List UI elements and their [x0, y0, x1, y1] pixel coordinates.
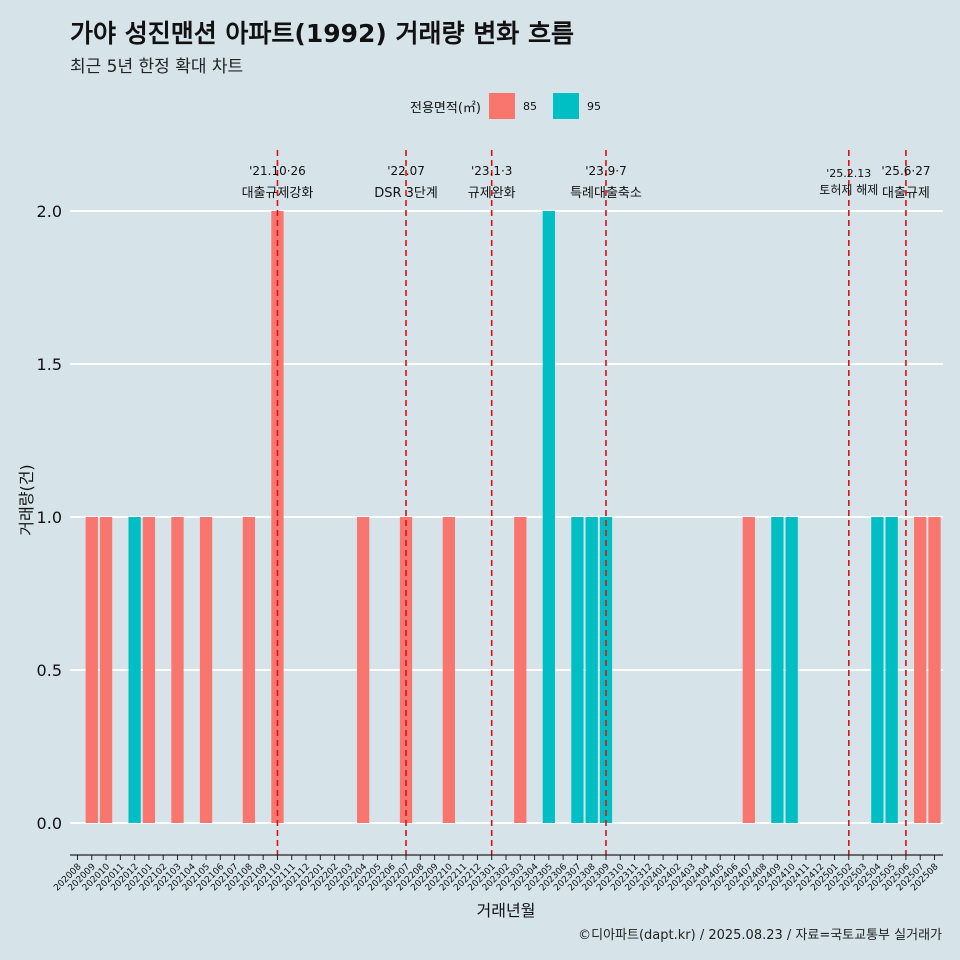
bar — [271, 211, 284, 823]
bar — [742, 517, 755, 823]
bar — [514, 517, 527, 823]
y-tick-label: 0.5 — [37, 661, 62, 680]
bar — [171, 517, 184, 823]
event-name-label: 토허제 해제 — [819, 183, 878, 197]
y-tick-label: 2.0 — [37, 202, 62, 221]
event-date-label: '23.1·3 — [471, 164, 512, 178]
chart-subtitle: 최근 5년 한정 확대 차트 — [70, 57, 244, 77]
event-date-label: '23.9·7 — [585, 164, 626, 178]
bar — [357, 517, 370, 823]
event-date-label: '21.10·26 — [249, 164, 306, 178]
y-tick-label: 1.5 — [37, 355, 62, 374]
bar — [928, 517, 941, 823]
bar — [199, 517, 213, 823]
bar — [85, 517, 98, 823]
event-date-label: '22.07 — [387, 164, 425, 178]
legend-label-85: 85 — [522, 99, 537, 113]
event-name-label: DSR 3단계 — [374, 186, 438, 201]
legend-title: 전용면적(㎡) — [410, 100, 481, 116]
caption: ©디아파트(dapt.kr) / 2025.08.23 / 자료=국토교통부 실… — [578, 928, 942, 943]
legend-label-95: 95 — [586, 99, 601, 113]
legend-key-85 — [488, 93, 515, 119]
legend-key-95 — [552, 93, 579, 119]
bar — [542, 211, 555, 823]
bar — [585, 517, 598, 823]
bar — [242, 517, 256, 823]
event-date-label: '25.6·27 — [881, 164, 930, 178]
event-name-label: 대출규제 — [882, 186, 930, 201]
x-axis-title: 거래년월 — [477, 901, 536, 920]
legend: 전용면적(㎡) 85 95 — [410, 93, 609, 119]
bar — [871, 517, 884, 823]
bar — [571, 517, 584, 823]
bar — [785, 517, 798, 823]
bar — [442, 517, 456, 823]
bar — [128, 517, 141, 823]
bar — [914, 517, 927, 823]
event-name-label: 대출규제강화 — [242, 186, 314, 201]
event-name-label: 특례대출축소 — [570, 186, 642, 201]
event-date-label: '25.2.13 — [826, 167, 871, 180]
bar — [771, 517, 784, 823]
y-tick-label: 0.0 — [37, 814, 62, 833]
bar — [99, 517, 113, 823]
event-name-label: 규제완화 — [468, 186, 516, 201]
y-axis-title: 거래량(건) — [17, 464, 36, 535]
y-tick-label: 1.0 — [37, 508, 62, 527]
bar — [142, 517, 156, 823]
chart-title: 가야 성진맨션 아파트(1992) 거래량 변화 흐름 — [70, 19, 574, 48]
bar — [885, 517, 898, 823]
